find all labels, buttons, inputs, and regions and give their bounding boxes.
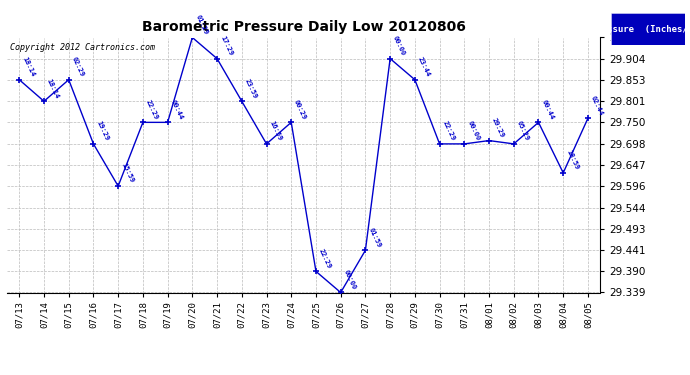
Text: 02:29: 02:29	[70, 56, 85, 78]
Text: 23:59: 23:59	[244, 77, 258, 99]
Text: 00:00: 00:00	[392, 35, 406, 57]
Title: Barometric Pressure Daily Low 20120806: Barometric Pressure Daily Low 20120806	[141, 20, 466, 33]
Text: 22:29: 22:29	[318, 248, 333, 269]
Text: 17:29: 17:29	[219, 35, 233, 57]
Text: 00:29: 00:29	[293, 99, 308, 120]
Text: 18:59: 18:59	[565, 149, 580, 171]
Text: 01:29: 01:29	[195, 13, 209, 36]
Text: 00:44: 00:44	[170, 99, 184, 120]
Text: 01:59: 01:59	[367, 226, 382, 248]
Text: 15:59: 15:59	[120, 162, 135, 184]
Text: Copyright 2012 Cartronics.com: Copyright 2012 Cartronics.com	[10, 43, 155, 52]
Text: 00:44: 00:44	[540, 99, 555, 120]
Text: 05:29: 05:29	[515, 120, 530, 142]
Text: 18:14: 18:14	[21, 56, 36, 78]
Text: 22:29: 22:29	[145, 99, 159, 120]
Text: 18:14: 18:14	[46, 77, 61, 99]
Text: 00:00: 00:00	[343, 268, 357, 291]
Text: 23:44: 23:44	[417, 56, 431, 78]
Text: 19:29: 19:29	[95, 120, 110, 142]
Text: Pressure  (Inches/Hg): Pressure (Inches/Hg)	[591, 25, 690, 34]
Text: 02:44: 02:44	[590, 94, 604, 116]
Text: 22:29: 22:29	[442, 120, 456, 142]
Text: 16:59: 16:59	[268, 120, 283, 142]
Text: 00:00: 00:00	[466, 120, 481, 142]
Text: 20:29: 20:29	[491, 117, 506, 138]
